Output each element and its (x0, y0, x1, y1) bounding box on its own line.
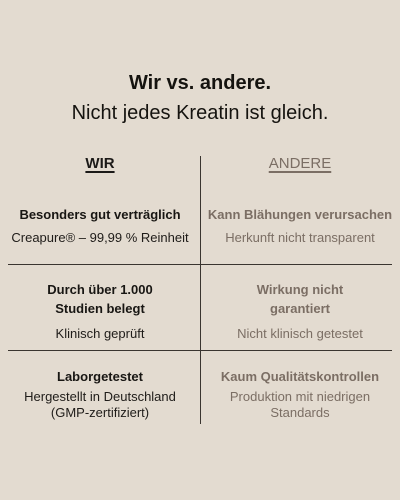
row-3-andere-subtitle-line-1: Produktion mit niedrigen (229, 389, 371, 404)
page-subtitle: Nicht jedes Kreatin ist gleich. (71, 102, 329, 124)
column-header-wir: WIR (0, 155, 200, 173)
column-header-wir-label: WIR (85, 155, 115, 172)
row-3-wir-title: Laborgetestet (57, 369, 143, 384)
row-1-wir-subtitle: Creapure® – 99,99 % Reinheit (11, 230, 189, 245)
row-3-wir-cell: Laborgetestet Hergestellt in Deutschland… (0, 367, 200, 421)
row-3-andere-cell: Kaum Qualitätskontrollen Produktion mit … (200, 367, 400, 421)
row-3-andere-title: Kaum Qualitätskontrollen (220, 369, 380, 384)
row-1-andere-subtitle: Herkunft nicht transparent (225, 230, 375, 245)
row-1-andere-cell: Kann Blähungen verursachen Herkunft nich… (200, 205, 400, 246)
page-title: Wir vs. andere. (128, 72, 272, 94)
row-3-wir-subtitle-line-2: (GMP-zertifiziert) (50, 405, 150, 420)
row-2-wir-title-line-2: Studien belegt (55, 301, 145, 316)
row-3-andere-subtitle-line-2: Standards (270, 405, 330, 420)
page-heading: Wir vs. andere. Nicht jedes Kreatin ist … (0, 70, 400, 126)
row-2-wir-subtitle: Klinisch geprüft (55, 326, 145, 341)
row-divider-1 (8, 264, 392, 265)
row-1-andere-title: Kann Blähungen verursachen (207, 207, 393, 222)
row-3-wir-subtitle-line-1: Hergestellt in Deutschland (24, 389, 176, 404)
row-2-andere-cell: Wirkung nicht garantiert Nicht klinisch … (200, 280, 400, 342)
row-2-wir-cell: Durch über 1.000 Studien belegt Klinisch… (0, 280, 200, 342)
row-1-wir-cell: Besonders gut verträglich Creapure® – 99… (0, 205, 200, 246)
row-divider-2 (8, 350, 392, 351)
row-2-andere-title-line-1: Wirkung nicht (256, 282, 344, 297)
column-header-andere-label: ANDERE (268, 155, 332, 172)
row-2-andere-title-line-2: garantiert (270, 301, 330, 316)
column-divider (199, 156, 201, 424)
row-2-andere-subtitle: Nicht klinisch getestet (237, 326, 363, 341)
column-header-andere: ANDERE (200, 155, 400, 173)
row-1-wir-title: Besonders gut verträglich (19, 207, 181, 222)
row-2-wir-title-line-1: Durch über 1.000 (47, 282, 153, 297)
